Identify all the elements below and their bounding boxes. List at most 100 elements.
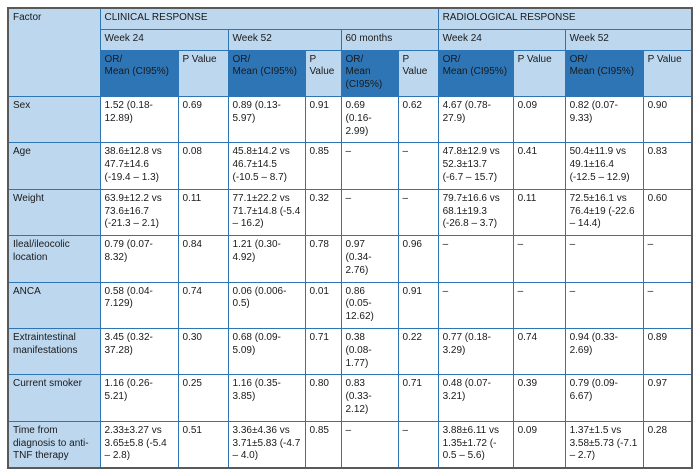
or-mean-cell: 77.1±22.2 vs 71.7±14.8 (-5.4 – 16.2) xyxy=(227,188,306,237)
or-mean-cell: – xyxy=(564,235,644,283)
or-mean-cell: 63.9±12.2 vs 73.6±16.7 (-21.3 – 2.1) xyxy=(99,188,179,237)
table-row: Current smoker 1.16 (0.26-5.21) 0.25 1.16 (… xyxy=(7,374,693,422)
table-body: Sex 1.52 (0.18-12.89) 0.69 0.89 (0.13-5.97)… xyxy=(7,95,693,469)
or-mean-cell: 0.89 (0.13-5.97) xyxy=(227,95,306,144)
or-mean-cell: 0.86 (0.05-12.62) xyxy=(340,281,399,329)
or-mean-cell: 0.79 (0.09-6.67) xyxy=(564,374,644,422)
or-mean-cell: 2.33±3.27 vs 3.65±5.8 (-5.4 – 2.8) xyxy=(99,420,179,469)
factor-cell: ANCA xyxy=(7,281,101,329)
or-mean-cell: 0.68 (0.09-5.09) xyxy=(227,327,306,376)
p-value-cell: 0.85 xyxy=(304,142,342,190)
or-mean-cell: 0.94 (0.33-2.69) xyxy=(564,327,644,376)
p-value-cell: 0.25 xyxy=(177,374,229,422)
clinical-response-header: CLINICAL RESPONSE xyxy=(99,7,439,30)
factor-cell: Weight xyxy=(7,188,101,237)
or-mean-cell: 3.36±4.36 vs 3.71±5.83 (-4.7 – 4.0) xyxy=(227,420,306,469)
p-value-cell: – xyxy=(397,420,439,469)
p-value-cell: 0.84 xyxy=(177,235,229,283)
page: Factor CLINICAL RESPONSE RADIOLOGICAL RE… xyxy=(7,7,694,469)
or-mean-cell: 4.67 (0.78-27.9) xyxy=(437,95,514,144)
or-mean-cell: – xyxy=(340,142,399,190)
p-value-cell: 0.69 xyxy=(177,95,229,144)
group-header-row: Factor CLINICAL RESPONSE RADIOLOGICAL RE… xyxy=(7,7,693,97)
factor-cell: Time from diagnosis to anti-TNF therapy xyxy=(7,420,101,469)
p-value-cell: 0.74 xyxy=(512,327,566,376)
p-value-cell: 0.22 xyxy=(397,327,439,376)
p-value-header: P Value xyxy=(642,49,693,97)
p-value-cell: 0.97 xyxy=(642,374,693,422)
p-value-header: P Value xyxy=(512,49,566,97)
or-mean-cell: 50.4±11.9 vs 49.1±16.4 (-12.5 – 12.9) xyxy=(564,142,644,190)
or-mean-cell: 0.97 (0.34-2.76) xyxy=(340,235,399,283)
or-mean-cell: 1.16 (0.35-3.85) xyxy=(227,374,306,422)
or-mean-cell: 0.48 (0.07-3.21) xyxy=(437,374,514,422)
table-row: Weight 63.9±12.2 vs 73.6±16.7 (-21.3 – 2.… xyxy=(7,188,693,237)
time-header-clinical-60months: 60 months xyxy=(340,28,439,51)
or-mean-cell: 3.88±6.11 vs 1.35±1.72 (- 0.5 – 5.6) xyxy=(437,420,514,469)
p-value-cell: 0.89 xyxy=(642,327,693,376)
p-value-cell: 0.74 xyxy=(177,281,229,329)
p-value-cell: – xyxy=(512,281,566,329)
p-value-cell: 0.60 xyxy=(642,188,693,237)
p-value-cell: – xyxy=(397,142,439,190)
p-value-cell: 0.08 xyxy=(177,142,229,190)
or-mean-header: OR/ Mean (CI95%) xyxy=(227,49,306,97)
p-value-cell: 0.78 xyxy=(304,235,342,283)
or-mean-cell: 47.8±12.9 vs 52.3±13.7 (-6.7 – 15.7) xyxy=(437,142,514,190)
p-value-cell: – xyxy=(397,188,439,237)
table-row: Age 38.6±12.8 vs 47.7±14.6 (-19.4 – 1.3) 0… xyxy=(7,142,693,190)
p-value-cell: 0.11 xyxy=(512,188,566,237)
time-header-radiological-week24: Week 24 xyxy=(437,28,566,51)
or-mean-cell: 1.52 (0.18-12.89) xyxy=(99,95,179,144)
factor-cell: Sex xyxy=(7,95,101,144)
factor-cell: Extraintestinal manifestations xyxy=(7,327,101,376)
p-value-cell: – xyxy=(512,235,566,283)
p-value-cell: 0.01 xyxy=(304,281,342,329)
p-value-cell: 0.90 xyxy=(642,95,693,144)
or-mean-cell: 3.45 (0.32-37.28) xyxy=(99,327,179,376)
p-value-cell: 0.91 xyxy=(304,95,342,144)
or-mean-cell: 0.83 (0.33-2.12) xyxy=(340,374,399,422)
or-mean-cell: – xyxy=(437,235,514,283)
p-value-header: P Value xyxy=(304,49,342,97)
radiological-response-header: RADIOLOGICAL RESPONSE xyxy=(437,7,693,30)
table-row: ANCA 0.58 (0.04-7.129) 0.74 0.06 (0.006-0.5… xyxy=(7,281,693,329)
p-value-cell: 0.28 xyxy=(642,420,693,469)
p-value-cell: 0.32 xyxy=(304,188,342,237)
or-mean-cell: – xyxy=(564,281,644,329)
p-value-cell: 0.41 xyxy=(512,142,566,190)
or-mean-cell: – xyxy=(437,281,514,329)
p-value-cell: 0.85 xyxy=(304,420,342,469)
or-mean-cell: 0.58 (0.04-7.129) xyxy=(99,281,179,329)
factor-header: Factor xyxy=(7,7,101,97)
or-mean-cell: 0.69 (0.16-2.99) xyxy=(340,95,399,144)
factor-cell: Ileal/ileocolic location xyxy=(7,235,101,283)
p-value-cell: 0.11 xyxy=(177,188,229,237)
p-value-cell: 0.91 xyxy=(397,281,439,329)
or-mean-header: OR/ Mean (CI95%) xyxy=(99,49,179,97)
or-mean-cell: 0.06 (0.006-0.5) xyxy=(227,281,306,329)
table-row: Time from diagnosis to anti-TNF therapy 2… xyxy=(7,420,693,469)
p-value-cell: – xyxy=(642,235,693,283)
p-value-cell: 0.51 xyxy=(177,420,229,469)
table-row: Extraintestinal manifestations 3.45 (0.32… xyxy=(7,327,693,376)
p-value-cell: 0.71 xyxy=(304,327,342,376)
p-value-cell: 0.83 xyxy=(642,142,693,190)
factor-cell: Age xyxy=(7,142,101,190)
p-value-cell: – xyxy=(642,281,693,329)
time-header-radiological-week52: Week 52 xyxy=(564,28,693,51)
p-value-cell: 0.71 xyxy=(397,374,439,422)
p-value-header: P Value xyxy=(397,49,439,97)
time-header-row: Week 24 Week 52 60 months Week 24 Week 5… xyxy=(8,28,693,51)
or-mean-cell: 1.16 (0.26-5.21) xyxy=(99,374,179,422)
or-mean-header: OR/ Mean (CI95%) xyxy=(340,49,399,97)
or-mean-cell: 1.21 (0.30-4.92) xyxy=(227,235,306,283)
p-value-header: P Value xyxy=(177,49,229,97)
table-head: Factor CLINICAL RESPONSE RADIOLOGICAL RE… xyxy=(7,7,693,97)
or-mean-cell: 79.7±16.6 vs 68.1±19.3 (-26.8 – 3.7) xyxy=(437,188,514,237)
p-value-cell: 0.80 xyxy=(304,374,342,422)
measure-header-row: OR/ Mean (CI95%) P Value OR/ Mean (CI95%… xyxy=(8,49,693,97)
or-mean-cell: 38.6±12.8 vs 47.7±14.6 (-19.4 – 1.3) xyxy=(99,142,179,190)
p-value-cell: 0.39 xyxy=(512,374,566,422)
or-mean-cell: 1.37±1.5 vs 3.58±5.73 (-7.1 – 2.7) xyxy=(564,420,644,469)
